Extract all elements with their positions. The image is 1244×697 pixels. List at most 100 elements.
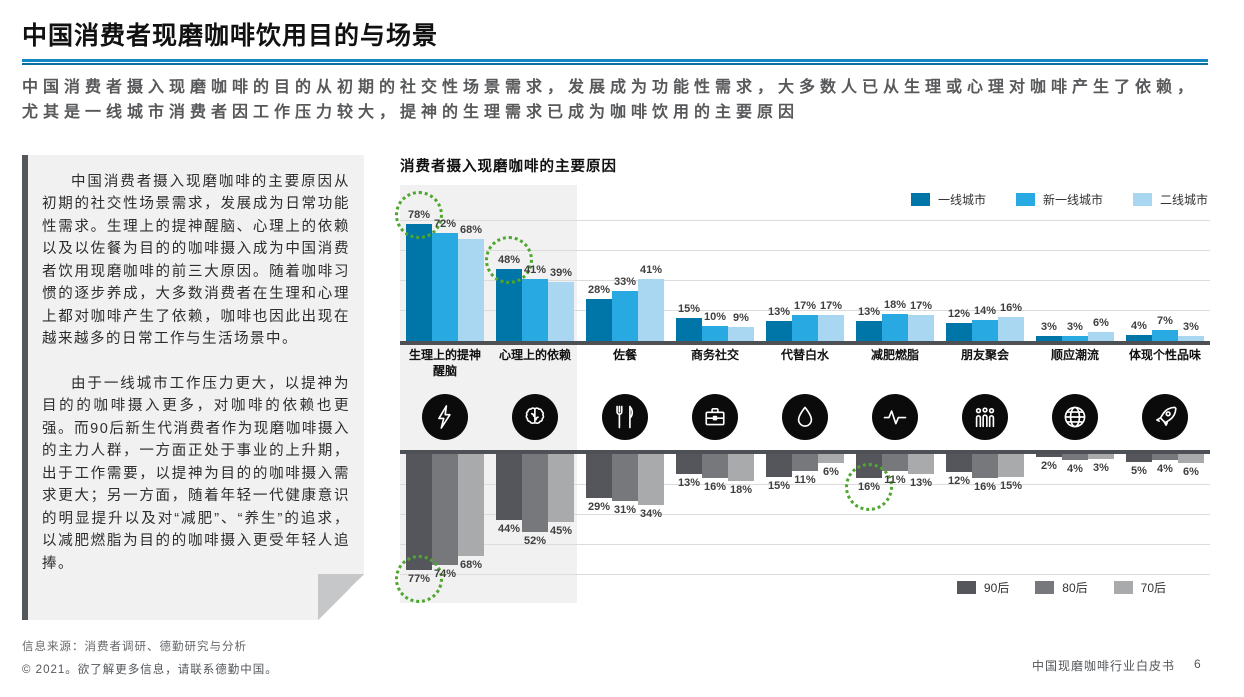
icon-cell	[940, 394, 1030, 440]
bar-fill	[882, 314, 908, 341]
legend-label: 新一线城市	[1042, 193, 1103, 207]
bar-group: 44% 52% 45%	[490, 454, 580, 604]
bar: 15%	[676, 191, 702, 341]
bar-value-label: 18%	[883, 299, 907, 311]
bar: 48%	[496, 191, 522, 341]
bar: 11%	[882, 454, 908, 604]
bar: 31%	[612, 454, 638, 604]
page-subtitle: 中国消费者摄入现磨咖啡的目的从初期的社交性场景需求，发展成为功能性需求，大多数人…	[22, 79, 1199, 121]
bar-fill	[728, 327, 754, 341]
bar-group: 29% 31% 34%	[580, 454, 670, 604]
legend-swatch	[1015, 193, 1035, 206]
bar-group: 2% 4% 3%	[1030, 454, 1120, 604]
bar-value-label: 12%	[947, 475, 971, 487]
bar-group: 13% 16% 18%	[670, 454, 760, 604]
bar: 68%	[458, 191, 484, 341]
bar-fill	[1152, 330, 1178, 341]
footer-doc-title: 中国现磨咖啡行业白皮书	[1032, 659, 1176, 673]
bar: 16%	[702, 454, 728, 604]
bottom-bar-chart: 77% 74% 68% 44% 52% 45% 29% 31% 34% 13% 16% 18% 15% 1…	[400, 454, 1210, 604]
bar: 5%	[1126, 454, 1152, 604]
bar-value-label: 16%	[703, 481, 727, 493]
bar: 77%	[406, 454, 432, 604]
bar: 18%	[728, 454, 754, 604]
bar-fill	[1178, 454, 1204, 463]
bar-fill	[612, 454, 638, 501]
bar-value-label: 31%	[613, 504, 637, 516]
bar-value-label: 9%	[733, 312, 749, 324]
bar: 16%	[856, 454, 882, 604]
brain-icon	[512, 394, 558, 440]
gridline	[400, 544, 1210, 545]
bar-fill	[1036, 336, 1062, 341]
bar: 29%	[586, 454, 612, 604]
bar: 17%	[792, 191, 818, 341]
bar: 28%	[586, 191, 612, 341]
bar-fill	[432, 454, 458, 565]
bar-fill	[946, 323, 972, 341]
bar-value-label: 17%	[793, 300, 817, 312]
legend-item: 80后	[1035, 579, 1088, 596]
bar-group: 15% 11% 6%	[760, 454, 850, 604]
bar-group: 13% 17% 17%	[760, 191, 850, 341]
bar-fill	[1036, 454, 1062, 457]
bar: 74%	[432, 454, 458, 604]
category-label: 朋友聚会	[960, 348, 1009, 362]
category-label: 生理上的提神醒脑	[408, 348, 481, 378]
bar-value-label: 13%	[677, 477, 701, 489]
footer-copyright: © 2021。欲了解更多信息，请联系德勤中国。	[22, 664, 278, 676]
bar-value-label: 44%	[497, 523, 521, 535]
bar-value-label: 3%	[1041, 321, 1057, 333]
legend-cities: 一线城市 新一线城市 二线城市	[910, 191, 1208, 208]
bar-fill	[998, 317, 1024, 341]
globe-icon	[1052, 394, 1098, 440]
bar-value-label: 6%	[823, 466, 839, 478]
bar-value-label: 15%	[767, 480, 791, 492]
bar: 4%	[1126, 191, 1152, 341]
pulse-icon	[872, 394, 918, 440]
bar: 18%	[882, 191, 908, 341]
bar-group: 78% 72% 68%	[400, 191, 490, 341]
bar: 41%	[638, 191, 664, 341]
bar-fill	[702, 326, 728, 341]
legend-item: 一线城市	[910, 191, 986, 208]
bar: 15%	[766, 454, 792, 604]
bar: 6%	[1178, 454, 1204, 604]
bar: 3%	[1088, 454, 1114, 604]
bar-fill	[548, 282, 574, 341]
icon-cell	[670, 394, 760, 440]
bar-group: 16% 11% 13%	[850, 454, 940, 604]
commentary-panel: 中国消费者摄入现磨咖啡的主要原因从初期的社交性场景需求，发展成为日常功能性需求。…	[22, 155, 364, 620]
bar: 6%	[1088, 191, 1114, 341]
bar-group: 5% 4% 6%	[1120, 454, 1210, 604]
bar-value-label: 16%	[857, 481, 881, 493]
bar: 44%	[496, 454, 522, 604]
lightning-icon	[422, 394, 468, 440]
legend-item: 新一线城市	[1015, 191, 1103, 208]
bar-fill	[406, 224, 432, 341]
bar-fill	[998, 454, 1024, 477]
bar-value-label: 41%	[523, 264, 547, 276]
bar-fill	[908, 315, 934, 341]
bar-value-label: 68%	[459, 559, 483, 571]
category-label: 体现个性品味	[1128, 348, 1201, 362]
legend-item: 二线城市	[1132, 191, 1208, 208]
bar: 4%	[1062, 454, 1088, 604]
bar: 10%	[702, 191, 728, 341]
bar-value-label: 4%	[1157, 463, 1173, 475]
gridline	[400, 574, 1210, 575]
bar-value-label: 5%	[1131, 465, 1147, 477]
bar-fill	[522, 279, 548, 341]
bar-group: 4% 7% 3%	[1120, 191, 1210, 341]
legend-item: 90后	[956, 579, 1009, 596]
category-label: 商务社交	[690, 348, 739, 362]
category-label: 代替白水	[780, 348, 829, 362]
bar-value-label: 72%	[433, 218, 457, 230]
bar-fill	[1062, 454, 1088, 460]
bar-value-label: 74%	[433, 568, 457, 580]
bar-value-label: 14%	[973, 305, 997, 317]
bar: 16%	[998, 191, 1024, 341]
bar-fill	[1062, 336, 1088, 341]
bar: 52%	[522, 454, 548, 604]
people-icon	[962, 394, 1008, 440]
